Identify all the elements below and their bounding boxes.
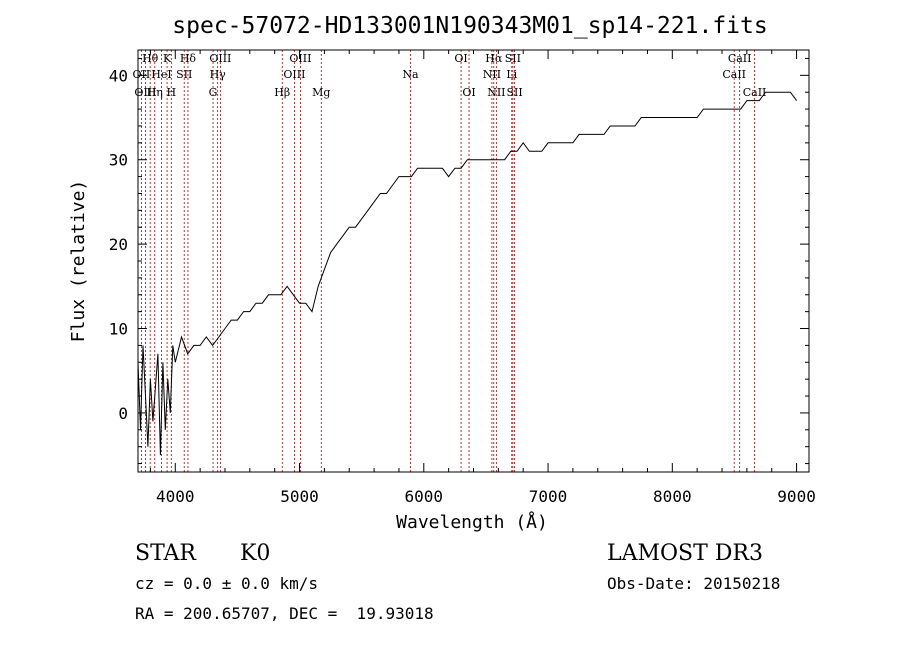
y-tick-label: 20 bbox=[109, 235, 128, 254]
x-axis-label: Wavelength (Å) bbox=[396, 511, 548, 533]
line-label: OIII bbox=[289, 52, 311, 65]
object-type: STAR bbox=[135, 541, 196, 566]
line-label: CaII bbox=[743, 86, 767, 99]
y-tick-label: 30 bbox=[109, 151, 128, 170]
y-tick-label: 40 bbox=[109, 66, 128, 85]
line-label: Hβ bbox=[274, 86, 290, 99]
line-label: G bbox=[209, 86, 218, 99]
x-tick-label: 7000 bbox=[529, 487, 568, 506]
line-label: CaII bbox=[728, 52, 752, 65]
line-label: CaII bbox=[722, 68, 746, 81]
line-label: HeI bbox=[151, 68, 171, 81]
line-label: OI bbox=[462, 86, 475, 99]
line-label: Li bbox=[506, 68, 517, 81]
line-label: SII bbox=[176, 68, 192, 81]
line-label: NII bbox=[487, 86, 505, 99]
line-label: H bbox=[167, 86, 177, 99]
line-label: OI bbox=[454, 52, 467, 65]
line-label: NII bbox=[483, 68, 501, 81]
line-label: SII bbox=[507, 86, 523, 99]
line-label: Mg bbox=[312, 86, 330, 99]
x-tick-label: 6000 bbox=[405, 487, 444, 506]
spectral-line-markers bbox=[140, 50, 755, 472]
redshift-velocity: cz = 0.0 ± 0.0 km/s bbox=[135, 574, 319, 593]
subclass: K0 bbox=[240, 541, 271, 566]
plot-frame bbox=[137, 49, 810, 473]
y-tick-label: 0 bbox=[118, 404, 128, 423]
observation-date: Obs-Date: 20150218 bbox=[607, 574, 781, 593]
line-label: Hα bbox=[485, 52, 503, 65]
x-tick-label: 4000 bbox=[156, 487, 195, 506]
line-label: OIII bbox=[209, 52, 231, 65]
y-tick-label: 10 bbox=[109, 320, 128, 339]
x-tick-label: 8000 bbox=[653, 487, 692, 506]
line-label: OII bbox=[132, 68, 150, 81]
survey-name: LAMOST DR3 bbox=[607, 541, 763, 566]
chart-title: spec-57072-HD133001N190343M01_sp14-221.f… bbox=[172, 13, 767, 39]
spectral-line-labels: Hθ OII OIII K HeI Hη Hδ SII H OIII Hγ G OIII OIII Hβ Mg… bbox=[132, 52, 766, 99]
line-label: Hθ bbox=[142, 52, 159, 65]
x-tick-label: 9000 bbox=[777, 487, 816, 506]
y-axis-label: Flux (relative) bbox=[68, 180, 89, 343]
line-label: SII bbox=[505, 52, 521, 65]
line-label: Hη bbox=[147, 86, 163, 99]
x-tick-label: 5000 bbox=[280, 487, 319, 506]
line-label: Hδ bbox=[180, 52, 197, 65]
line-label: Na bbox=[402, 68, 419, 81]
spectrum-line bbox=[137, 91, 798, 456]
line-label: OIII bbox=[283, 68, 305, 81]
line-label: Hγ bbox=[210, 68, 227, 81]
axis-ticks: 4000 5000 6000 7000 8000 9000 0 10 20 30 40 bbox=[109, 50, 816, 506]
line-label: K bbox=[163, 52, 172, 65]
coordinates: RA = 200.65707, DEC = 19.93018 bbox=[135, 604, 434, 623]
line-label: OIII bbox=[134, 86, 156, 99]
